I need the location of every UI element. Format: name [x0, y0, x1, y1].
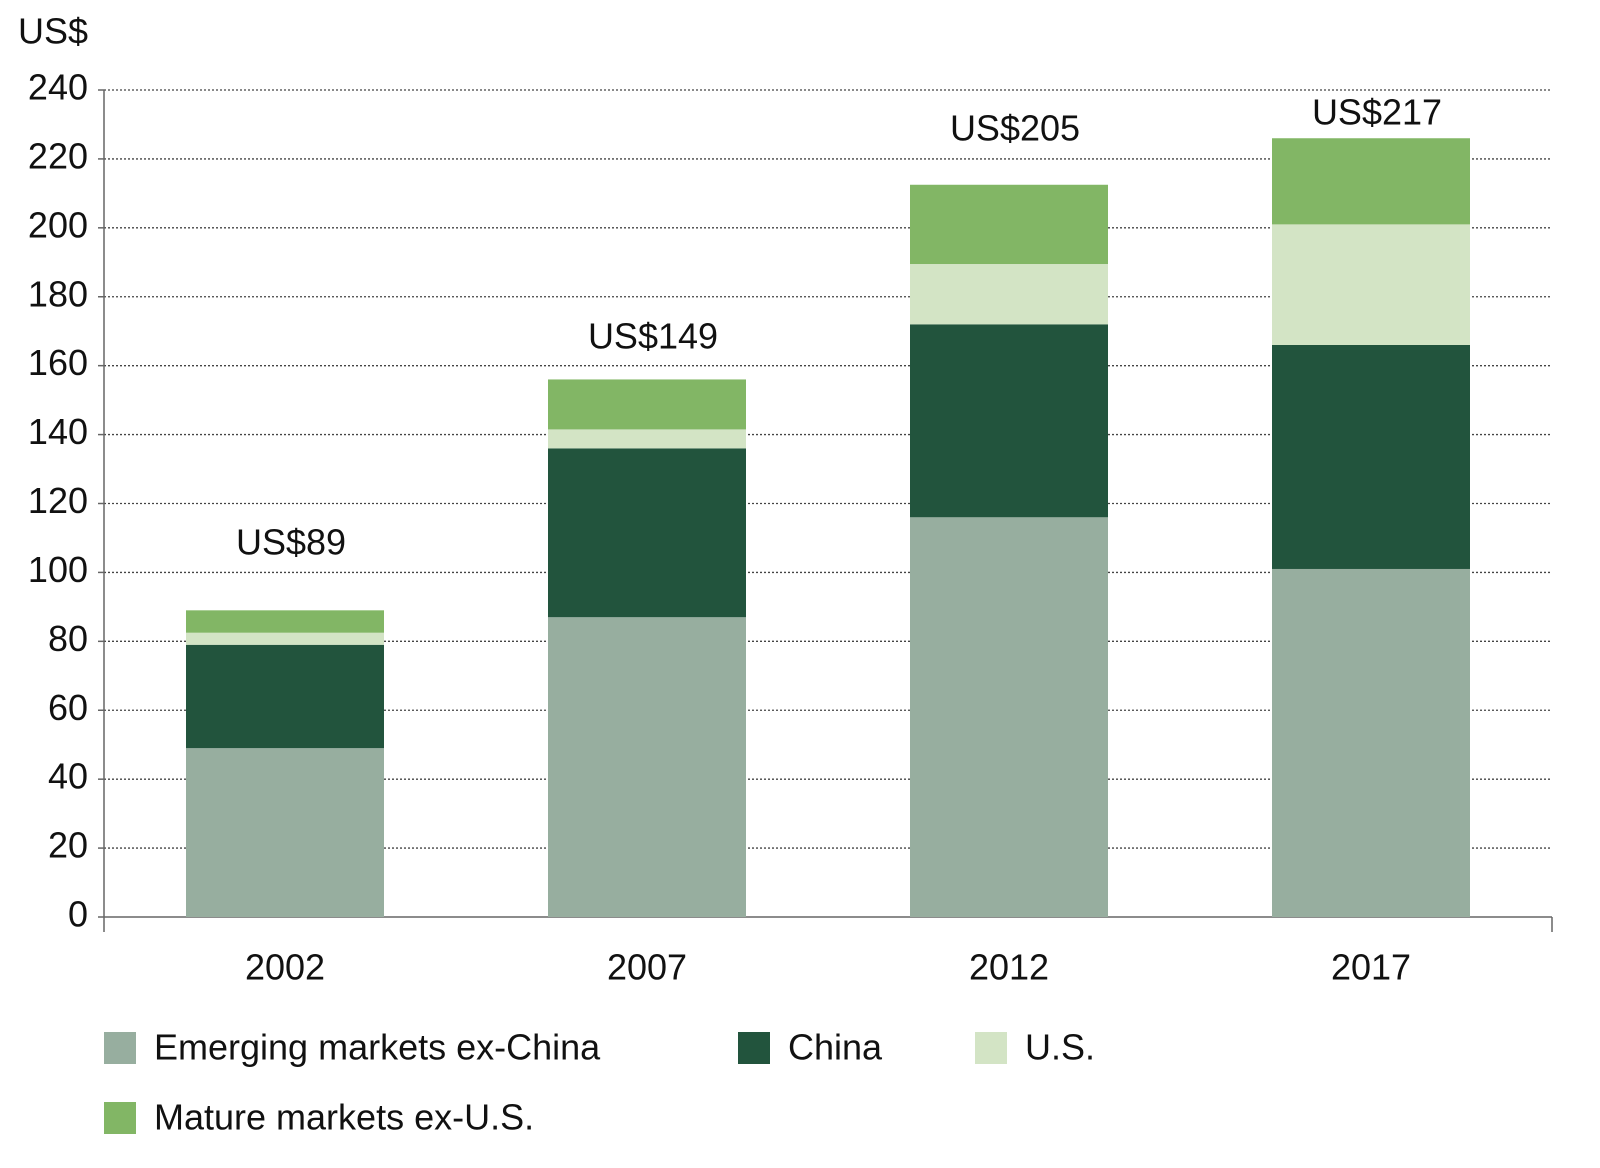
y-axis-label: US$: [18, 11, 88, 52]
bar-segment: [186, 610, 384, 633]
bar-segment: [548, 617, 746, 917]
bar-segment: [548, 379, 746, 430]
legend-swatch: [104, 1102, 136, 1134]
y-tick-label: 240: [28, 67, 88, 108]
y-tick-label: 160: [28, 342, 88, 383]
y-tick-label: 60: [48, 687, 88, 728]
x-tick-label: 2007: [607, 947, 687, 988]
y-tick-label: 180: [28, 273, 88, 314]
bar-segment: [186, 632, 384, 645]
y-tick-label: 100: [28, 549, 88, 590]
bar-segment: [186, 644, 384, 749]
y-tick-label: 80: [48, 618, 88, 659]
legend-swatch: [975, 1032, 1007, 1064]
total-label: US$205: [950, 108, 1080, 149]
y-tick-label: 0: [68, 894, 88, 935]
y-tick-label: 140: [28, 411, 88, 452]
total-label: US$89: [236, 522, 346, 563]
legend-label: China: [788, 1027, 883, 1068]
bar-segment: [1272, 224, 1470, 345]
bar-segment: [548, 448, 746, 618]
bar-segment: [1272, 138, 1470, 225]
bar-segment: [910, 184, 1108, 265]
legend-swatch: [104, 1032, 136, 1064]
legend-label: Mature markets ex-U.S.: [154, 1097, 534, 1138]
legend-swatch: [738, 1032, 770, 1064]
legend-label: Emerging markets ex-China: [154, 1027, 601, 1068]
bar-segment: [1272, 344, 1470, 569]
bar-segment: [910, 324, 1108, 518]
y-tick-label: 20: [48, 825, 88, 866]
bar-segment: [910, 517, 1108, 917]
y-tick-label: 40: [48, 756, 88, 797]
legend-label: U.S.: [1025, 1027, 1095, 1068]
y-tick-label: 220: [28, 135, 88, 176]
bar-segment: [1272, 568, 1470, 917]
total-label: US$149: [588, 316, 718, 357]
x-tick-label: 2017: [1331, 947, 1411, 988]
y-tick-label: 120: [28, 480, 88, 521]
x-tick-label: 2002: [245, 947, 325, 988]
bar-segment: [186, 748, 384, 917]
bar-segment: [910, 264, 1108, 325]
total-label: US$217: [1312, 92, 1442, 133]
x-tick-label: 2012: [969, 947, 1049, 988]
bar-segment: [548, 429, 746, 449]
y-tick-label: 200: [28, 204, 88, 245]
